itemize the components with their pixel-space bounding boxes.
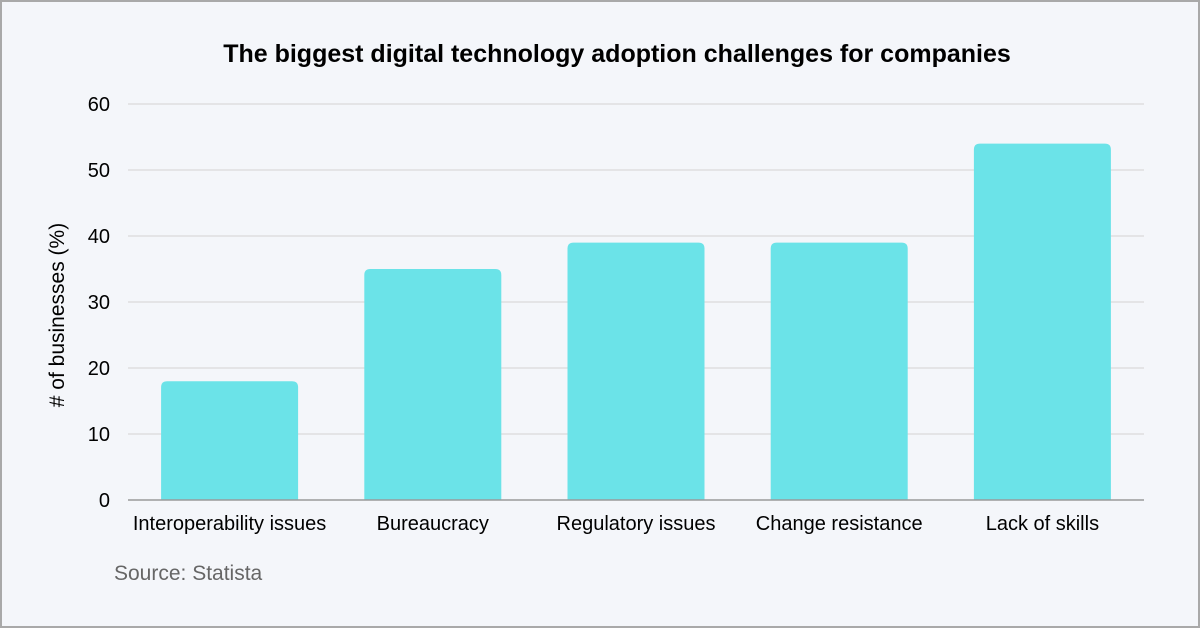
y-tick-label: 50: [88, 160, 110, 182]
y-axis-title: # of businesses (%): [46, 223, 69, 407]
x-tick-label: Regulatory issues: [557, 513, 716, 535]
y-tick-label: 60: [88, 94, 110, 116]
chart-title: The biggest digital technology adoption …: [223, 40, 1011, 68]
y-tick-label: 30: [88, 292, 110, 314]
axes: 0 10 20 30 40 50 60 Interoperability issues Bure…: [88, 94, 1144, 535]
y-tick-label: 20: [88, 358, 110, 380]
bar: [161, 381, 299, 500]
bar: [973, 143, 1111, 500]
source-note: Source: Statista: [114, 562, 263, 585]
x-tick-label: Lack of skills: [986, 513, 1099, 535]
x-tick-label: Bureaucracy: [377, 513, 489, 535]
bar: [364, 269, 502, 500]
bars: [161, 143, 1111, 500]
x-tick-label: Interoperability issues: [133, 513, 326, 535]
bar: [567, 242, 705, 500]
y-tick-label: 10: [88, 424, 110, 446]
bar: [770, 242, 908, 500]
y-tick-label: 40: [88, 226, 110, 248]
y-tick-label: 0: [99, 490, 110, 512]
x-tick-label: Change resistance: [756, 513, 923, 535]
